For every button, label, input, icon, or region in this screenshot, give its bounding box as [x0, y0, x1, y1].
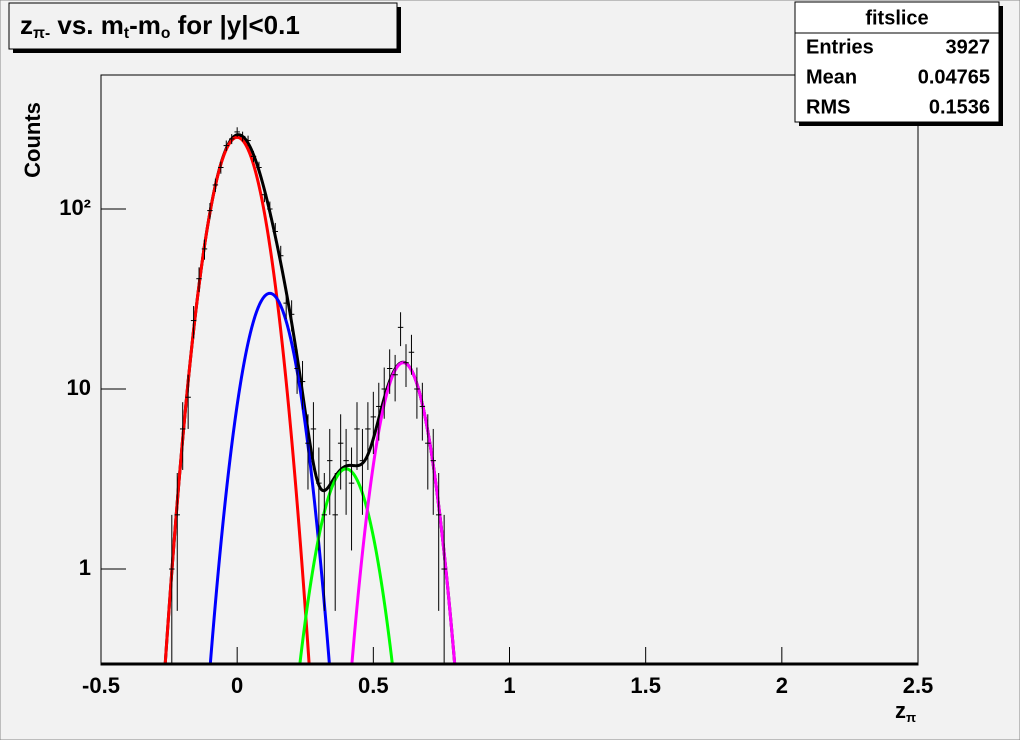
stats-value: 3927	[946, 36, 991, 58]
x-tick-label: 1	[503, 673, 515, 698]
y-tick-label: 10²	[59, 195, 91, 220]
stats-title: fitslice	[865, 7, 928, 29]
subscript: π-	[33, 25, 50, 42]
chart-title: zπ- vs. mt-mo for |y|<0.1	[20, 10, 300, 42]
x-tick-label: 2.5	[903, 673, 934, 698]
x-tick-label: -0.5	[82, 673, 120, 698]
stats-label: Mean	[806, 66, 857, 88]
stats-value: 0.04765	[918, 66, 990, 88]
y-tick-label: 10	[67, 375, 91, 400]
stats-value: 0.1536	[929, 96, 990, 118]
title-box	[8, 2, 398, 50]
stats-label: RMS	[806, 96, 850, 118]
subscript: t	[124, 25, 129, 42]
x-tick-label: 1.5	[630, 673, 661, 698]
stats-box	[794, 1, 1000, 123]
plot-frame	[100, 74, 919, 666]
x-axis-label: zπ	[895, 698, 916, 726]
text-part: -m	[129, 10, 161, 40]
text-part: vs. m	[50, 10, 124, 40]
text-part: for |y|<0.1	[170, 10, 299, 40]
plot-area	[101, 127, 918, 665]
text-part: z	[20, 10, 33, 40]
stats-label: Entries	[806, 36, 874, 58]
y-axis-label: Counts	[20, 102, 45, 178]
x-tick-label: 0.5	[358, 673, 389, 698]
subscript: o	[161, 25, 171, 42]
y-tick-label: 1	[79, 555, 91, 580]
fit-curve	[208, 291, 331, 665]
text-part: z	[895, 698, 906, 723]
subscript: π	[906, 710, 916, 725]
axes: -0.5 0 0.5 1 1.5 2 2.5 1 10 10²	[59, 195, 933, 698]
x-tick-label: 2	[776, 673, 788, 698]
stats-rows: Entries 3927 Mean 0.04765 RMS 0.1536	[806, 36, 990, 118]
x-tick-label: 0	[231, 673, 243, 698]
